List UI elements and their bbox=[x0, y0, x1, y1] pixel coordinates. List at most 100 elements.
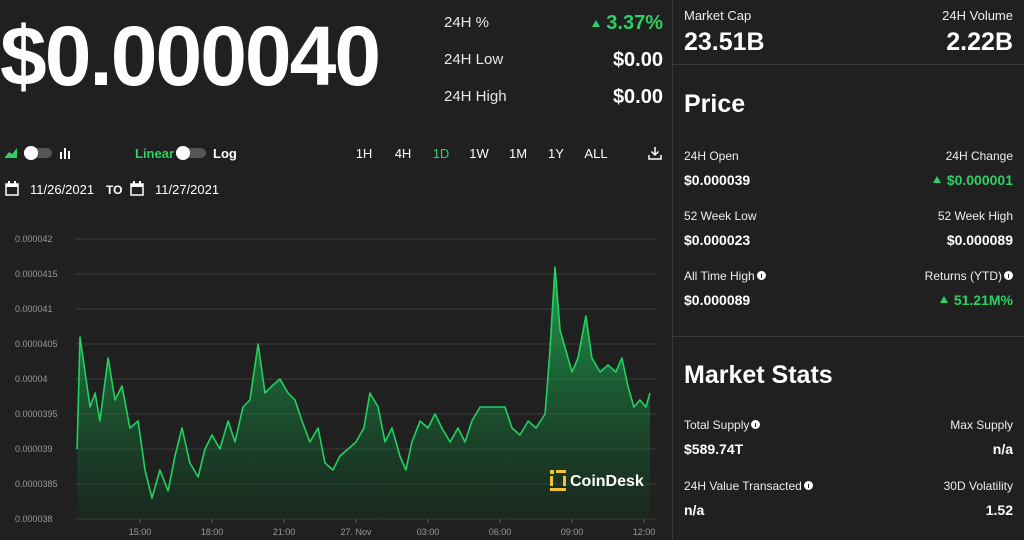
bar-icon bbox=[60, 152, 62, 159]
range-button[interactable]: 1D bbox=[432, 146, 450, 161]
item-label: All Time High bbox=[684, 269, 766, 283]
item-value: 1.52 bbox=[986, 502, 1013, 518]
logo-part bbox=[550, 470, 554, 474]
chart-type-toggle[interactable] bbox=[4, 145, 74, 161]
x-tick-label: 03:00 bbox=[417, 527, 440, 537]
logo-part bbox=[550, 476, 553, 486]
to-label: TO bbox=[106, 183, 123, 197]
range-button[interactable]: 1Y bbox=[548, 146, 564, 161]
item-label: 24H Change bbox=[946, 149, 1013, 163]
to-date[interactable]: 11/27/2021 bbox=[155, 182, 220, 197]
calendar-top bbox=[6, 184, 18, 187]
item-label: 52 Week Low bbox=[684, 209, 757, 223]
item-label-text: Total Supply bbox=[684, 418, 750, 432]
y-tick-label: 0.00004 bbox=[15, 374, 48, 384]
x-tick-label: 18:00 bbox=[201, 527, 224, 537]
download-icon bbox=[648, 147, 662, 160]
item-value-text: $589.74T bbox=[684, 441, 744, 457]
item-value: n/a bbox=[684, 502, 704, 518]
watermark-text: CoinDesk bbox=[570, 473, 644, 490]
calendar-ring bbox=[8, 181, 10, 185]
download-button[interactable] bbox=[647, 145, 663, 161]
item-label: Max Supply bbox=[950, 418, 1013, 432]
item-value: $0.000089 bbox=[947, 232, 1013, 248]
item-label-text: 52 Week High bbox=[937, 209, 1013, 223]
y-tick-label: 0.000042 bbox=[15, 234, 53, 244]
y-tick-label: 0.0000415 bbox=[15, 269, 58, 279]
section-title: Market Stats bbox=[684, 361, 833, 389]
from-date[interactable]: 11/26/2021 bbox=[30, 182, 95, 197]
y-tick-label: 0.000039 bbox=[15, 444, 53, 454]
y-tick-label: 0.000041 bbox=[15, 304, 53, 314]
calendar-icon[interactable] bbox=[130, 181, 144, 196]
summary-value: 23.51B bbox=[684, 28, 765, 56]
item-label: 30D Volatility bbox=[944, 479, 1013, 493]
x-tick-label: 27. Nov bbox=[340, 527, 372, 537]
area-icon bbox=[5, 148, 17, 158]
scale-toggle[interactable] bbox=[174, 145, 208, 161]
logo-part bbox=[563, 476, 566, 486]
up-arrow bbox=[932, 176, 941, 183]
price-line bbox=[76, 266, 651, 499]
item-label-text: 30D Volatility bbox=[943, 479, 1013, 493]
item-label-text: 52 Week Low bbox=[684, 209, 757, 223]
calendar-icon[interactable] bbox=[5, 181, 19, 196]
item-label: Total Supply bbox=[684, 418, 761, 432]
item-value-text: $0.000023 bbox=[684, 232, 751, 248]
bar-icon bbox=[64, 148, 66, 159]
range-button[interactable]: 1H bbox=[355, 146, 373, 161]
item-value: $0.000039 bbox=[684, 172, 750, 188]
summary-label: 24H Volume bbox=[942, 8, 1013, 23]
range-button[interactable]: 4H bbox=[394, 146, 412, 161]
calendar-ring bbox=[133, 181, 135, 185]
item-value-text: 51.21M% bbox=[953, 292, 1013, 308]
item-label: 24H Value Transacted bbox=[684, 479, 813, 493]
item-label-text: Max Supply bbox=[950, 418, 1013, 432]
item-value-text: $0.000001 bbox=[946, 172, 1013, 188]
panel-divider bbox=[672, 0, 673, 540]
info-icon bbox=[756, 271, 766, 280]
log-option[interactable]: Log bbox=[213, 146, 237, 161]
stat-value: $0.00 bbox=[612, 86, 663, 108]
item-value-text: $0.000039 bbox=[684, 172, 751, 188]
range-button[interactable]: ALL bbox=[584, 146, 608, 161]
item-value-text: 1.52 bbox=[985, 502, 1013, 518]
up-arrow bbox=[592, 20, 601, 27]
x-tick-label: 09:00 bbox=[561, 527, 584, 537]
calendar-top bbox=[131, 184, 143, 187]
x-tick-label: 06:00 bbox=[489, 527, 512, 537]
info-icon bbox=[751, 420, 761, 429]
item-label-text: All Time High bbox=[684, 269, 755, 283]
y-tick-label: 0.0000405 bbox=[15, 339, 58, 349]
x-tick-label: 12:00 bbox=[633, 527, 656, 537]
y-tick-label: 0.0000395 bbox=[15, 409, 58, 419]
range-button[interactable]: 1M bbox=[508, 146, 528, 161]
toggle-knob bbox=[24, 146, 38, 160]
item-value-text: n/a bbox=[992, 441, 1013, 457]
y-tick-label: 0.000038 bbox=[15, 514, 53, 524]
item-value: n/a bbox=[993, 441, 1013, 457]
item-value: $0.000023 bbox=[684, 232, 750, 248]
item-value-text: n/a bbox=[684, 502, 705, 518]
stat-label: 24H Low bbox=[444, 51, 504, 68]
y-tick-label: 0.0000385 bbox=[15, 479, 58, 489]
up-arrow bbox=[939, 296, 948, 303]
section-divider bbox=[672, 336, 1024, 337]
stat-value: $0.00 bbox=[612, 49, 663, 71]
item-label-text: 24H Open bbox=[684, 149, 739, 163]
info-icon bbox=[803, 481, 813, 490]
logo-part bbox=[556, 470, 566, 473]
item-label-text: 24H Change bbox=[945, 149, 1013, 163]
item-label: 24H Open bbox=[684, 149, 739, 163]
section-divider bbox=[672, 64, 1024, 65]
current-price: $0.000040 bbox=[0, 9, 381, 103]
stat-label: 24H High bbox=[444, 88, 507, 105]
section-title: Price bbox=[684, 90, 746, 118]
linear-option[interactable]: Linear bbox=[135, 146, 175, 161]
item-value: $0.000089 bbox=[684, 292, 750, 308]
item-value: 51.21M% bbox=[939, 292, 1013, 308]
bar-icon bbox=[68, 151, 70, 159]
range-button[interactable]: 1W bbox=[469, 146, 489, 161]
